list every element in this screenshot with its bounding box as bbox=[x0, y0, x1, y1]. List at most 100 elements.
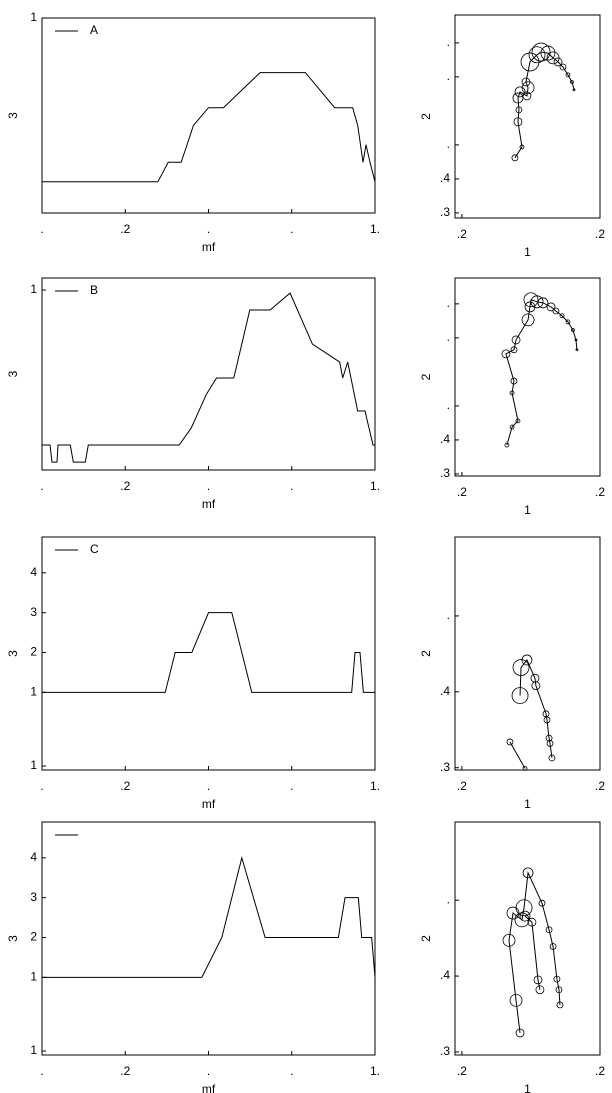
y-axis-label: 3 bbox=[6, 370, 20, 377]
bubble bbox=[521, 313, 535, 327]
bubble bbox=[528, 46, 546, 64]
y-tick-label: 3 bbox=[30, 890, 37, 904]
x-tick-label: . bbox=[40, 779, 43, 793]
y-tick-label: .4 bbox=[440, 432, 450, 446]
y-axis-label: 2 bbox=[419, 113, 433, 120]
bubble bbox=[530, 295, 544, 309]
x-tick-label: .2 bbox=[120, 222, 130, 236]
bubble bbox=[537, 297, 549, 309]
y-tick-label: . bbox=[447, 69, 450, 83]
bubble bbox=[511, 154, 519, 162]
x-tick-label: . bbox=[40, 479, 43, 493]
y-tick-label: . bbox=[447, 330, 450, 344]
bubble bbox=[511, 335, 521, 345]
bubble bbox=[559, 313, 565, 319]
legend-label: C bbox=[90, 542, 99, 556]
x-tick-label: . bbox=[207, 779, 210, 793]
y-axis-label: 3 bbox=[6, 112, 20, 119]
plot-frame bbox=[41, 277, 376, 471]
y-axis-label: 2 bbox=[419, 650, 433, 657]
plot-frame bbox=[454, 536, 601, 771]
y-tick-label: . bbox=[447, 35, 450, 49]
x-tick-label: . bbox=[290, 1064, 293, 1078]
data-line bbox=[42, 855, 376, 978]
x-tick-label: .2 bbox=[120, 779, 130, 793]
bubble bbox=[510, 377, 518, 385]
y-tick-label: 4 bbox=[30, 850, 37, 864]
y-tick-label: 1 bbox=[30, 758, 37, 772]
plot-frame bbox=[454, 821, 601, 1056]
bubble bbox=[522, 766, 528, 771]
data-line bbox=[42, 72, 376, 183]
bubble bbox=[524, 301, 536, 313]
x-tick-label: 1. bbox=[370, 1064, 380, 1078]
plot-frame bbox=[41, 821, 376, 1056]
y-tick-label: .4 bbox=[440, 968, 450, 982]
bubble bbox=[570, 80, 574, 84]
y-tick-label: .3 bbox=[440, 1044, 450, 1058]
x-axis-label: 1 bbox=[524, 1082, 531, 1093]
x-axis-label: mf bbox=[202, 240, 216, 254]
x-tick-label: . bbox=[290, 479, 293, 493]
bubble bbox=[574, 338, 578, 342]
bubble bbox=[520, 52, 540, 72]
bubble bbox=[509, 390, 515, 396]
bubble bbox=[502, 933, 516, 947]
bubble bbox=[565, 72, 571, 78]
bubble bbox=[519, 910, 531, 922]
bubble bbox=[521, 81, 535, 95]
x-axis-label: mf bbox=[202, 797, 216, 811]
bubble bbox=[531, 42, 551, 62]
bubble bbox=[515, 1028, 525, 1038]
data-line bbox=[509, 658, 553, 769]
x-tick-label: 1. bbox=[370, 779, 380, 793]
bubble bbox=[555, 986, 563, 994]
y-tick-label: .4 bbox=[440, 171, 450, 185]
x-tick-label: . bbox=[207, 222, 210, 236]
y-tick-label: . bbox=[447, 398, 450, 412]
x-axis-label: mf bbox=[202, 497, 216, 511]
bubble bbox=[552, 307, 560, 315]
x-tick-label: .2 bbox=[595, 1064, 605, 1078]
y-tick-label: .3 bbox=[440, 466, 450, 480]
bubble bbox=[546, 740, 554, 747]
x-tick-label: 1. bbox=[370, 222, 380, 236]
bubble bbox=[533, 975, 543, 985]
bubble bbox=[556, 1001, 564, 1009]
bubble bbox=[522, 91, 532, 101]
x-tick-label: .2 bbox=[120, 1064, 130, 1078]
x-tick-label: . bbox=[207, 479, 210, 493]
bubble bbox=[559, 63, 567, 71]
plot-frame bbox=[41, 17, 376, 214]
bubble bbox=[546, 302, 556, 312]
x-tick-label: .2 bbox=[457, 779, 467, 793]
plot-frame bbox=[454, 14, 601, 219]
bubble bbox=[515, 418, 521, 424]
bubble bbox=[511, 687, 529, 705]
y-tick-label: . bbox=[447, 608, 450, 622]
y-tick-label: 3 bbox=[30, 605, 37, 619]
bubble bbox=[521, 77, 531, 87]
bubble bbox=[549, 943, 557, 950]
bubble bbox=[515, 106, 523, 114]
bubble bbox=[553, 975, 561, 983]
x-tick-label: 1. bbox=[370, 479, 380, 493]
bubble bbox=[506, 738, 514, 746]
data-line bbox=[42, 292, 375, 463]
y-tick-label: . bbox=[447, 296, 450, 310]
x-tick-label: .2 bbox=[595, 779, 605, 793]
y-tick-label: 2 bbox=[30, 930, 37, 944]
plot-frame bbox=[454, 277, 601, 477]
x-tick-label: .2 bbox=[457, 485, 467, 499]
legend-label: B bbox=[90, 283, 98, 297]
bubble bbox=[572, 88, 576, 92]
bubble bbox=[512, 92, 524, 104]
bubble bbox=[514, 86, 526, 98]
y-axis-label: 2 bbox=[419, 373, 433, 380]
y-tick-label: 1 bbox=[30, 10, 37, 24]
bubble bbox=[519, 144, 525, 150]
y-tick-label: .4 bbox=[440, 684, 450, 698]
data-line bbox=[508, 871, 561, 1034]
x-axis-label: 1 bbox=[524, 797, 531, 811]
